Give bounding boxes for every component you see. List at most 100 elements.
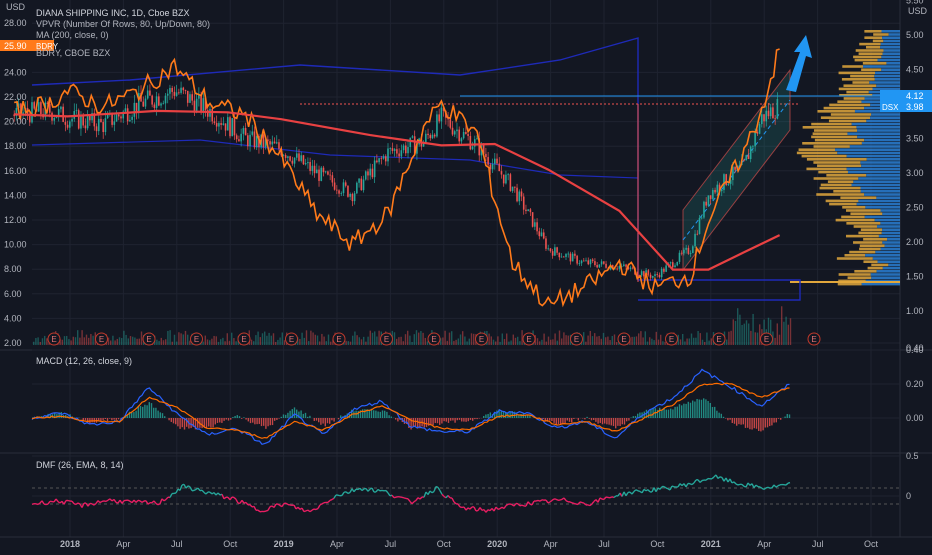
vpvr-bar-up <box>816 193 864 196</box>
vpvr-bar-up <box>829 104 870 107</box>
right-axis-tick: 1.50 <box>906 272 924 282</box>
candle-body <box>134 103 136 117</box>
vpvr-bar-up <box>854 270 876 273</box>
candle-body <box>318 170 320 181</box>
dmf-segment <box>298 507 300 509</box>
volume-bar <box>330 342 331 345</box>
volume-bar <box>251 340 252 345</box>
volume-bar <box>365 342 366 345</box>
dmf-axis-tick: 0 <box>906 491 911 501</box>
macd-hist-bar <box>681 405 682 418</box>
volume-bar <box>537 338 538 345</box>
macd-hist-bar <box>556 418 557 424</box>
volume-bar <box>638 333 639 345</box>
volume-bar <box>308 341 309 345</box>
vpvr-bar-down <box>850 145 900 148</box>
volume-bar <box>163 340 164 345</box>
macd-title[interactable]: MACD (12, 26, close, 9) <box>36 356 132 366</box>
volume-bar <box>44 336 45 345</box>
candle-body <box>238 139 240 141</box>
candle-body <box>82 116 84 126</box>
volume-bar <box>711 338 712 345</box>
candle-body <box>659 275 661 277</box>
macd-hist-bar <box>626 418 627 421</box>
dmf-segment <box>378 489 380 490</box>
volume-bar <box>227 333 228 345</box>
dmf-segment <box>470 507 472 509</box>
vpvr-bar-down <box>875 78 900 81</box>
volume-bar <box>752 314 753 345</box>
candle-body <box>62 107 64 122</box>
ma-legend[interactable]: MA (200, close, 0) <box>36 30 109 41</box>
vpvr-bar-down <box>874 75 900 78</box>
dmf-segment <box>194 489 196 490</box>
volume-bar <box>354 332 355 345</box>
dmf-segment <box>434 486 436 491</box>
volume-bar <box>691 334 692 345</box>
dmf-segment <box>414 500 416 501</box>
candle-body <box>396 149 398 153</box>
dmf-segment <box>408 499 410 502</box>
dmf-title[interactable]: DMF (26, EMA, 8, 14) <box>36 460 124 470</box>
macd-hist-bar <box>767 418 768 427</box>
macd-hist-bar <box>432 418 433 425</box>
dmf-segment <box>110 499 112 501</box>
vpvr-bar-down <box>866 120 900 123</box>
vpvr-bar-down <box>871 276 900 279</box>
volume-bar <box>504 339 505 345</box>
dmf-segment <box>222 494 224 499</box>
candle-body <box>69 121 71 127</box>
candle-body <box>98 119 100 131</box>
dmf-segment <box>768 487 770 488</box>
macd-hist-bar <box>611 418 612 425</box>
volume-bar <box>594 333 595 345</box>
dmf-segment <box>540 500 542 501</box>
candle-body <box>559 253 561 258</box>
volume-bar <box>466 341 467 345</box>
candle-body <box>594 261 596 265</box>
candle-body <box>105 118 107 132</box>
macd-hist-bar <box>303 414 304 418</box>
compare-legend[interactable]: BDRY, CBOE BZX <box>36 48 110 59</box>
candle-body <box>398 154 400 157</box>
vpvr-legend[interactable]: VPVR (Number Of Rows, 80, Up/Down, 80) <box>36 19 210 30</box>
volume-bar <box>64 336 65 345</box>
macd-hist-bar <box>281 417 282 418</box>
macd-hist-bar <box>553 418 554 423</box>
candle-body <box>661 269 663 277</box>
vpvr-bar-down <box>852 123 900 126</box>
volume-bar <box>658 340 659 345</box>
dmf-segment <box>660 487 662 490</box>
dmf-segment <box>234 497 236 499</box>
macd-hist-bar <box>551 418 552 421</box>
candle-body <box>102 122 104 132</box>
volume-bar <box>554 333 555 345</box>
chart-title[interactable]: DIANA SHIPPING INC, 1D, Cboe BZX <box>36 8 190 19</box>
vpvr-bar-up <box>846 209 880 212</box>
candle-body <box>40 102 42 114</box>
volume-bar <box>447 341 448 345</box>
vpvr-bar-down <box>877 59 900 62</box>
dmf-segment <box>76 503 78 505</box>
candle-body <box>236 135 238 139</box>
volume-bar <box>229 341 230 345</box>
volume-bar <box>409 336 410 345</box>
candle-body <box>65 122 67 125</box>
volume-bar <box>697 331 698 345</box>
vpvr-bar-up <box>842 78 875 81</box>
dmf-segment <box>368 489 370 491</box>
vpvr-bar-down <box>866 174 900 177</box>
macd-hist-bar <box>133 412 134 418</box>
macd-hist-bar <box>173 418 174 423</box>
candle-body <box>692 246 694 253</box>
dmf-segment <box>720 477 722 478</box>
vpvr-bar-down <box>881 248 900 251</box>
macd-hist-bar <box>666 410 667 418</box>
candle-body <box>142 102 144 107</box>
left-axis-unit: USD <box>6 2 25 12</box>
volume-bar <box>741 325 742 345</box>
volume-bar <box>125 335 126 345</box>
volume-bar <box>370 331 371 345</box>
macd-hist-bar <box>162 413 163 418</box>
